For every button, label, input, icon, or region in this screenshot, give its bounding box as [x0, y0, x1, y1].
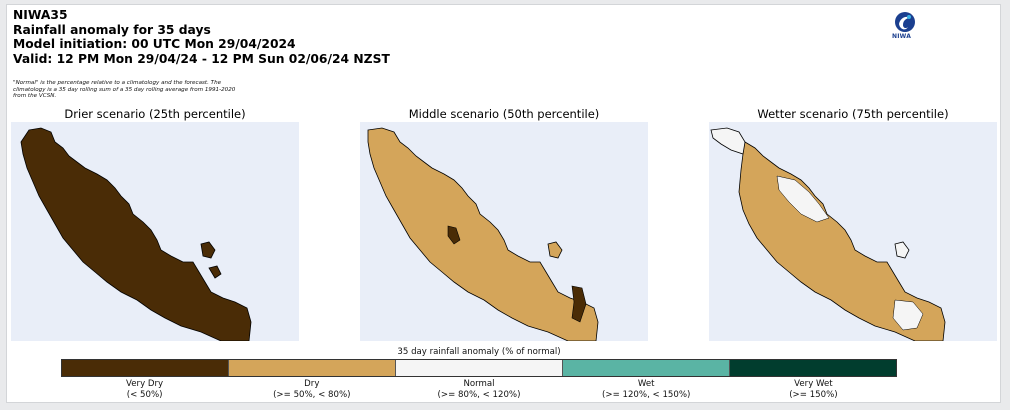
colorbar-label: Dry (>= 50%, < 80%) [228, 379, 395, 401]
colorbar-label: Very Dry (< 50%) [61, 379, 228, 401]
colorbar-label: Wet (>= 120%, < 150%) [563, 379, 730, 401]
normal-patch [892, 299, 924, 331]
map-wetter-scenario [709, 122, 997, 341]
map-drier-scenario [11, 122, 299, 341]
category-range: (>= 120%, < 150%) [602, 390, 691, 400]
colorbar-segment-very-dry [62, 360, 228, 376]
category-name: Normal [463, 379, 495, 389]
climatology-note: "Normal" is the percentage relative to a… [13, 80, 236, 100]
valid-period: Valid: 12 PM Mon 29/04/24 - 12 PM Sun 02… [13, 51, 390, 66]
category-range: (< 50%) [126, 390, 163, 400]
landmass [367, 127, 599, 341]
island-ne [208, 265, 222, 279]
colorbar-labels: Very Dry (< 50%) Dry (>= 50%, < 80%) Normal(… [61, 379, 897, 401]
category-range: (>= 50%, < 80%) [273, 390, 351, 400]
landmass [20, 127, 252, 341]
category-name: Dry [304, 379, 320, 389]
category-name: Wet [637, 379, 655, 389]
model-initiation: Model initiation: 00 UTC Mon 29/04/2024 [13, 37, 296, 51]
category-name: Very Wet [794, 379, 833, 389]
figure-title: Rainfall anomaly for 35 days [13, 22, 211, 37]
map-svg-wetter [710, 127, 946, 341]
niwa-logo-text: NIWA [892, 33, 912, 40]
island-east [894, 241, 910, 259]
very-dry-patch [447, 225, 461, 245]
niwa-logo-icon [888, 9, 922, 45]
colorbar-label: Normal (>= 80%, < 120%) [395, 379, 562, 401]
map-middle-scenario [360, 122, 648, 341]
panel-title-drier: Drier scenario (25th percentile) [64, 107, 246, 121]
colorbar-segment-normal [395, 360, 562, 376]
header: NIWA35 Rainfall anomaly for 35 days Mode… [13, 8, 390, 66]
category-range: (>= 80%, < 120%) [437, 390, 521, 400]
map-svg-middle [367, 127, 599, 341]
colorbar-segment-wet [562, 360, 729, 376]
island-east [200, 241, 216, 259]
colorbar-label: Very Wet (>= 150%) [730, 379, 897, 401]
colorbar-segment-dry [228, 360, 395, 376]
panel-title-wetter: Wetter scenario (75th percentile) [757, 107, 949, 121]
panel-title-middle: Middle scenario (50th percentile) [408, 107, 600, 121]
colorbar-title: 35 day rainfall anomaly (% of normal) [397, 347, 561, 357]
normal-patch [776, 175, 830, 223]
map-svg-drier [20, 127, 252, 341]
category-name: Very Dry [126, 379, 164, 389]
colorbar [61, 359, 897, 377]
very-dry-patch [571, 285, 587, 323]
model-name: NIWA35 [13, 8, 68, 22]
category-range: (>= 150%) [789, 390, 838, 400]
colorbar-segment-very-wet [729, 360, 896, 376]
island-east [547, 241, 563, 259]
